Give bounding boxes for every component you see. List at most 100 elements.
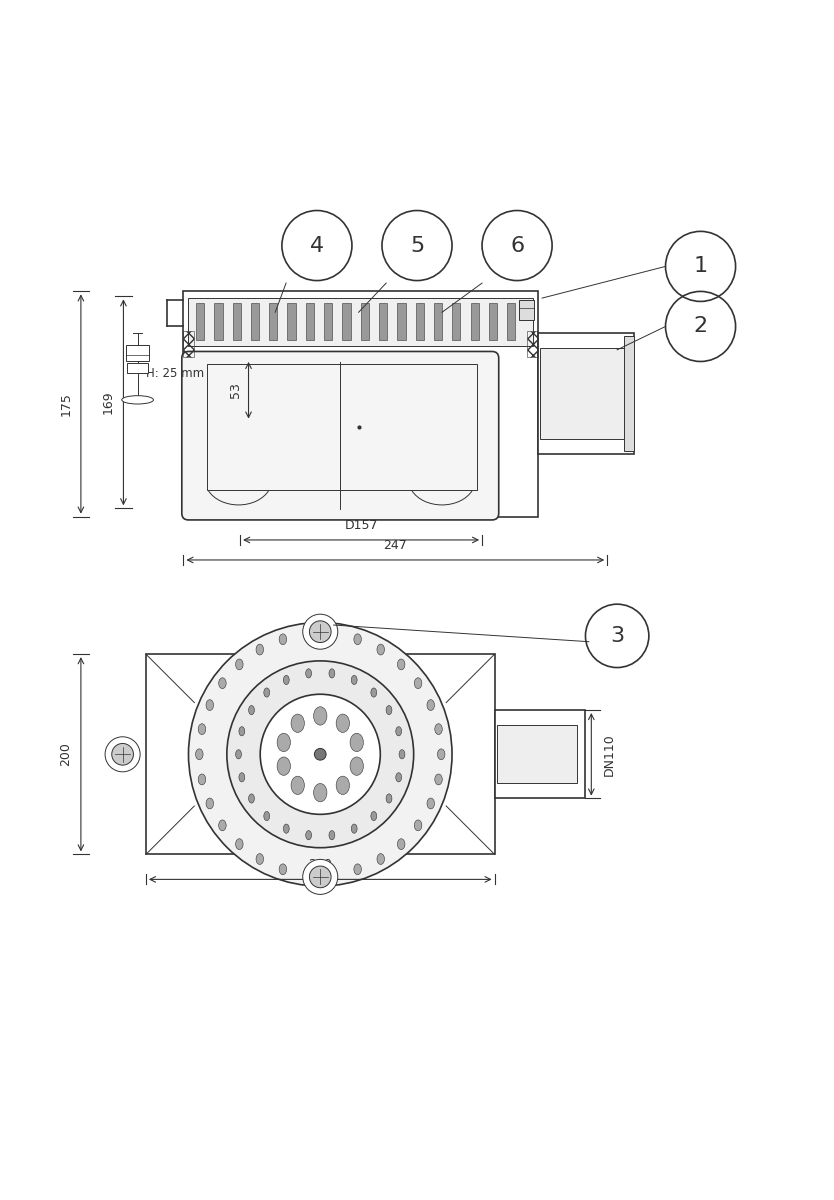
Ellipse shape: [291, 776, 304, 794]
Ellipse shape: [377, 853, 384, 864]
Ellipse shape: [235, 659, 243, 670]
Ellipse shape: [399, 750, 404, 758]
Text: 175: 175: [59, 392, 73, 416]
Bar: [538, 334, 634, 454]
Bar: [126, 344, 149, 361]
Ellipse shape: [398, 659, 405, 670]
Ellipse shape: [314, 784, 327, 802]
Ellipse shape: [239, 727, 244, 736]
Ellipse shape: [427, 798, 435, 809]
Text: 169: 169: [102, 390, 115, 414]
Bar: [207, 364, 477, 490]
Ellipse shape: [279, 634, 287, 644]
FancyBboxPatch shape: [182, 352, 499, 520]
Bar: [507, 304, 515, 340]
Circle shape: [314, 749, 326, 760]
Ellipse shape: [377, 644, 384, 655]
Bar: [251, 304, 259, 340]
Bar: [527, 331, 538, 358]
Text: DN110: DN110: [603, 733, 616, 775]
Text: 1: 1: [694, 257, 707, 276]
Ellipse shape: [351, 824, 357, 833]
Circle shape: [188, 623, 452, 886]
Ellipse shape: [284, 676, 289, 684]
Ellipse shape: [329, 668, 334, 678]
Ellipse shape: [386, 706, 392, 715]
Bar: [183, 292, 538, 516]
Ellipse shape: [398, 839, 405, 850]
Circle shape: [309, 866, 331, 888]
Ellipse shape: [277, 757, 290, 775]
Ellipse shape: [329, 830, 334, 840]
Text: 2: 2: [694, 317, 707, 336]
Ellipse shape: [198, 774, 206, 785]
Ellipse shape: [256, 853, 264, 864]
Text: 3: 3: [610, 626, 624, 646]
Ellipse shape: [198, 724, 206, 734]
Ellipse shape: [239, 773, 244, 782]
Bar: [470, 304, 479, 340]
Ellipse shape: [264, 688, 269, 697]
Ellipse shape: [279, 864, 287, 875]
Bar: [519, 300, 534, 319]
Ellipse shape: [306, 668, 312, 678]
Ellipse shape: [414, 820, 422, 830]
Bar: [233, 304, 241, 340]
Circle shape: [309, 620, 331, 642]
Bar: [495, 710, 585, 798]
Circle shape: [105, 737, 140, 772]
Ellipse shape: [336, 714, 349, 732]
Ellipse shape: [329, 629, 337, 640]
Ellipse shape: [206, 798, 214, 809]
Bar: [397, 304, 405, 340]
Bar: [379, 304, 387, 340]
Ellipse shape: [219, 820, 226, 830]
Bar: [434, 304, 442, 340]
Ellipse shape: [304, 629, 311, 640]
Circle shape: [303, 614, 338, 649]
Ellipse shape: [350, 757, 364, 775]
Ellipse shape: [354, 864, 361, 875]
Circle shape: [112, 744, 133, 766]
Ellipse shape: [122, 396, 153, 404]
Text: 4: 4: [310, 235, 324, 256]
Ellipse shape: [371, 811, 377, 821]
Bar: [196, 304, 204, 340]
Ellipse shape: [195, 749, 203, 760]
Ellipse shape: [435, 724, 442, 734]
Ellipse shape: [351, 676, 357, 684]
Ellipse shape: [314, 707, 327, 725]
Ellipse shape: [236, 750, 242, 758]
Bar: [214, 304, 223, 340]
Ellipse shape: [306, 830, 312, 840]
Ellipse shape: [396, 773, 402, 782]
Bar: [269, 304, 278, 340]
Text: H: 25 mm: H: 25 mm: [146, 367, 204, 379]
Text: 6: 6: [510, 235, 524, 256]
Bar: [127, 364, 148, 373]
Circle shape: [227, 661, 414, 847]
Circle shape: [260, 695, 380, 815]
Ellipse shape: [437, 749, 445, 760]
Ellipse shape: [354, 634, 361, 644]
Ellipse shape: [386, 794, 392, 803]
Ellipse shape: [396, 727, 402, 736]
Bar: [188, 298, 533, 346]
Text: 200: 200: [309, 858, 332, 871]
Ellipse shape: [427, 700, 435, 710]
Bar: [146, 654, 495, 854]
Text: 200: 200: [59, 743, 73, 767]
Bar: [360, 304, 369, 340]
Ellipse shape: [371, 688, 377, 697]
Bar: [540, 348, 628, 439]
Ellipse shape: [235, 839, 243, 850]
Bar: [624, 336, 634, 451]
Ellipse shape: [219, 678, 226, 689]
Ellipse shape: [249, 706, 254, 715]
Text: D157: D157: [344, 518, 378, 532]
Text: 5: 5: [409, 235, 425, 256]
Text: 247: 247: [384, 539, 407, 552]
Ellipse shape: [284, 824, 289, 833]
Ellipse shape: [264, 811, 269, 821]
Ellipse shape: [329, 869, 337, 880]
